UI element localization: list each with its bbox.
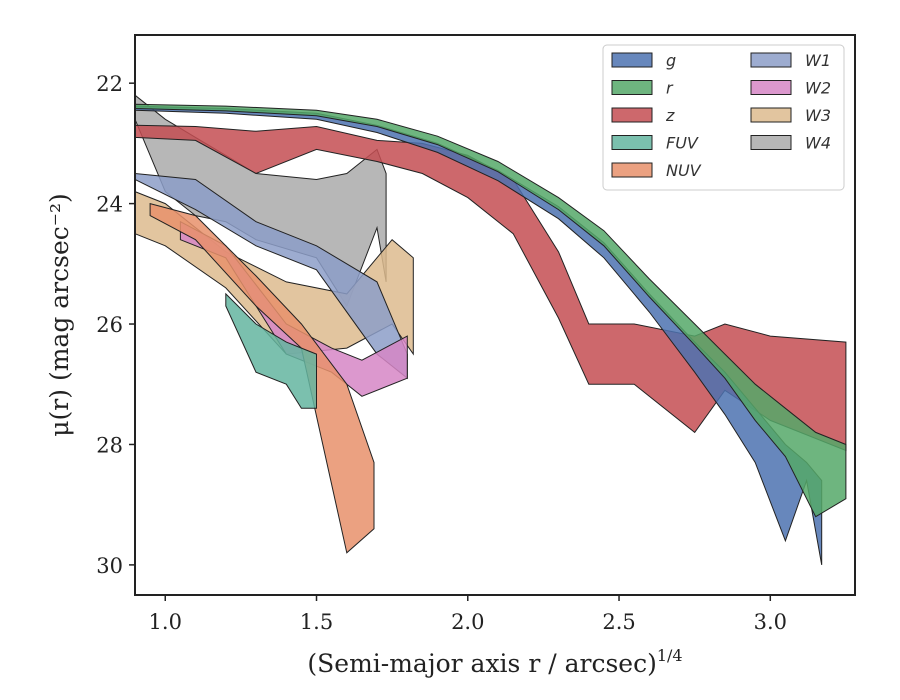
legend-label-fuv: FUV [666,134,699,153]
legend-label-r: r [666,79,674,98]
y-tick-label: 22 [96,72,123,96]
legend-label-w4: W4 [805,134,831,153]
x-tick-label: 1.0 [149,610,182,634]
band-fuv [225,292,317,409]
legend-swatch-fuv [611,135,653,150]
x-axis-label: (Semi-major axis r / arcsec)1/4 [307,646,682,678]
x-tick-label: 3.0 [754,610,787,634]
x-axis-ticks: 1.0 1.5 2.0 2.5 3.0 [149,595,787,634]
legend: grz FUV NUV W1 W2 W3 W4 [602,44,845,191]
band-nuv [149,202,375,554]
x-tick-label: 2.5 [602,610,635,634]
band-r [134,103,847,518]
legend-swatch-w1 [750,52,792,68]
legend-label-w3: W3 [805,106,831,125]
band-w3 [134,190,414,356]
x-tick-label: 2.0 [451,610,484,634]
y-tick-label: 24 [96,193,123,217]
legend-swatch-z [611,107,653,123]
legend-label-w2: W2 [805,79,831,98]
legend-label-nuv: NUV [666,161,702,180]
legend-swatch-w4 [750,135,792,150]
y-axis-ticks: 22 24 26 28 30 [96,72,135,578]
legend-swatch-nuv [611,162,653,178]
y-axis-label: μ(r) (mag arcsec⁻²) [45,193,74,436]
x-axis-label-exponent: 1/4 [657,646,683,665]
y-tick-label: 30 [96,554,123,578]
x-axis-label-main: (Semi-major axis r / arcsec) [307,649,656,678]
legend-label-g: g [666,51,676,70]
legend-swatch-w2 [750,80,792,95]
legend-label-z: z [665,106,675,125]
legend-swatch-g [611,52,653,68]
profile-bands [134,94,847,565]
y-tick-label: 26 [96,313,123,337]
x-tick-label: 1.5 [300,610,333,634]
y-tick-label: 28 [96,433,123,457]
legend-swatch-r [611,80,653,95]
plot-frame [134,34,856,596]
legend-label-w1: W1 [805,51,831,70]
legend-swatch-w3 [750,107,792,123]
